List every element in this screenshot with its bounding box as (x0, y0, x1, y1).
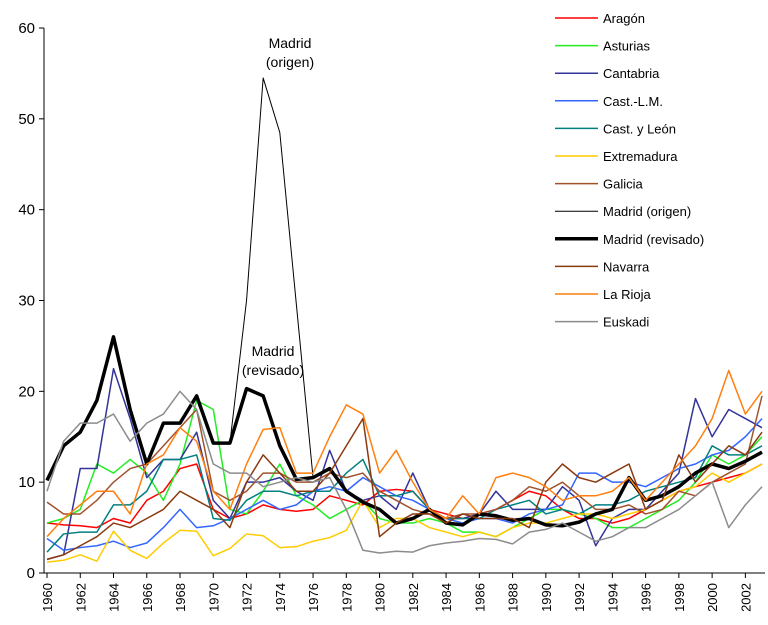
legend-label: Aragón (603, 11, 645, 26)
legend-label: Euskadi (603, 315, 649, 330)
x-tick-label: 1964 (107, 583, 122, 612)
legend-label: Cast. y León (603, 121, 676, 136)
series-line (46, 445, 763, 553)
x-tick-label: 1988 (506, 583, 521, 612)
y-tick-label: 40 (18, 202, 35, 219)
x-tick-label: 1992 (572, 583, 587, 612)
x-tick-label: 1968 (173, 583, 188, 612)
x-tick-label: 1978 (339, 583, 354, 612)
legend-label: Navarra (603, 259, 650, 274)
series-line (46, 417, 763, 561)
x-tick-label: 1998 (672, 583, 687, 612)
y-tick-label: 50 (18, 111, 35, 128)
x-tick-label: 1980 (373, 583, 388, 612)
y-tick-label: 60 (18, 20, 35, 37)
annotation: (revisado) (242, 362, 304, 378)
legend-label: Madrid (revisado) (603, 232, 704, 247)
series-line (46, 77, 763, 527)
x-tick-label: 1976 (306, 583, 321, 612)
x-tick-label: 1962 (73, 583, 88, 612)
x-tick-label: 1996 (639, 583, 654, 612)
legend-label: Asturias (603, 39, 650, 54)
x-tick-label: 2000 (705, 583, 720, 612)
x-tick-label: 1986 (472, 583, 487, 612)
x-tick-label: 1972 (240, 583, 255, 612)
legend-label: Cast.-L.M. (603, 94, 663, 109)
y-tick-label: 20 (18, 383, 35, 400)
x-tick-label: 1966 (140, 583, 155, 612)
x-tick-label: 1960 (40, 583, 55, 612)
legend-label: La Rioja (603, 287, 651, 302)
series-line (46, 369, 763, 538)
x-tick-label: 2002 (738, 583, 753, 612)
x-tick-label: 1974 (273, 583, 288, 612)
legend-label: Galicia (603, 177, 644, 192)
y-tick-label: 10 (18, 474, 35, 491)
annotation: (origen) (266, 54, 314, 70)
series-line (46, 390, 763, 554)
y-tick-label: 0 (27, 565, 35, 582)
annotation: Madrid (269, 35, 312, 51)
series-line (46, 418, 763, 552)
series-line (46, 399, 763, 538)
legend-label: Madrid (origen) (603, 204, 691, 219)
legend-label: Extremadura (603, 149, 678, 164)
y-tick-label: 30 (18, 293, 35, 310)
series-line (46, 395, 763, 520)
legend-label: Cantabria (603, 66, 660, 81)
x-tick-label: 1982 (406, 583, 421, 612)
x-tick-label: 1984 (439, 583, 454, 612)
x-tick-label: 1994 (605, 583, 620, 612)
annotation: Madrid (252, 343, 295, 359)
x-tick-label: 1990 (539, 583, 554, 612)
x-tick-label: 1970 (206, 583, 221, 612)
series-line (46, 367, 763, 561)
